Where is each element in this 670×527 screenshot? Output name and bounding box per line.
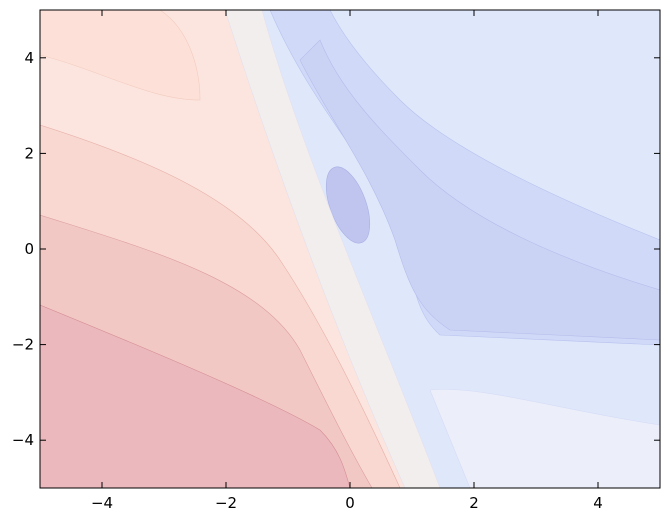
x-tick-label: −2 (215, 494, 237, 512)
y-tick-label: −4 (12, 431, 34, 449)
x-tick-label: −4 (91, 494, 113, 512)
y-tick-label: 2 (24, 144, 34, 162)
axes: −4 −2 0 2 4 −4 −2 0 2 4 (12, 10, 660, 512)
x-tick-label: 4 (593, 494, 603, 512)
contour-fill (40, 10, 660, 488)
y-tick-label: −2 (12, 336, 34, 354)
x-tick-label: 0 (345, 494, 355, 512)
x-tick-label: 2 (469, 494, 479, 512)
y-tick-label: 4 (24, 49, 34, 67)
y-tick-label: 0 (24, 240, 34, 258)
